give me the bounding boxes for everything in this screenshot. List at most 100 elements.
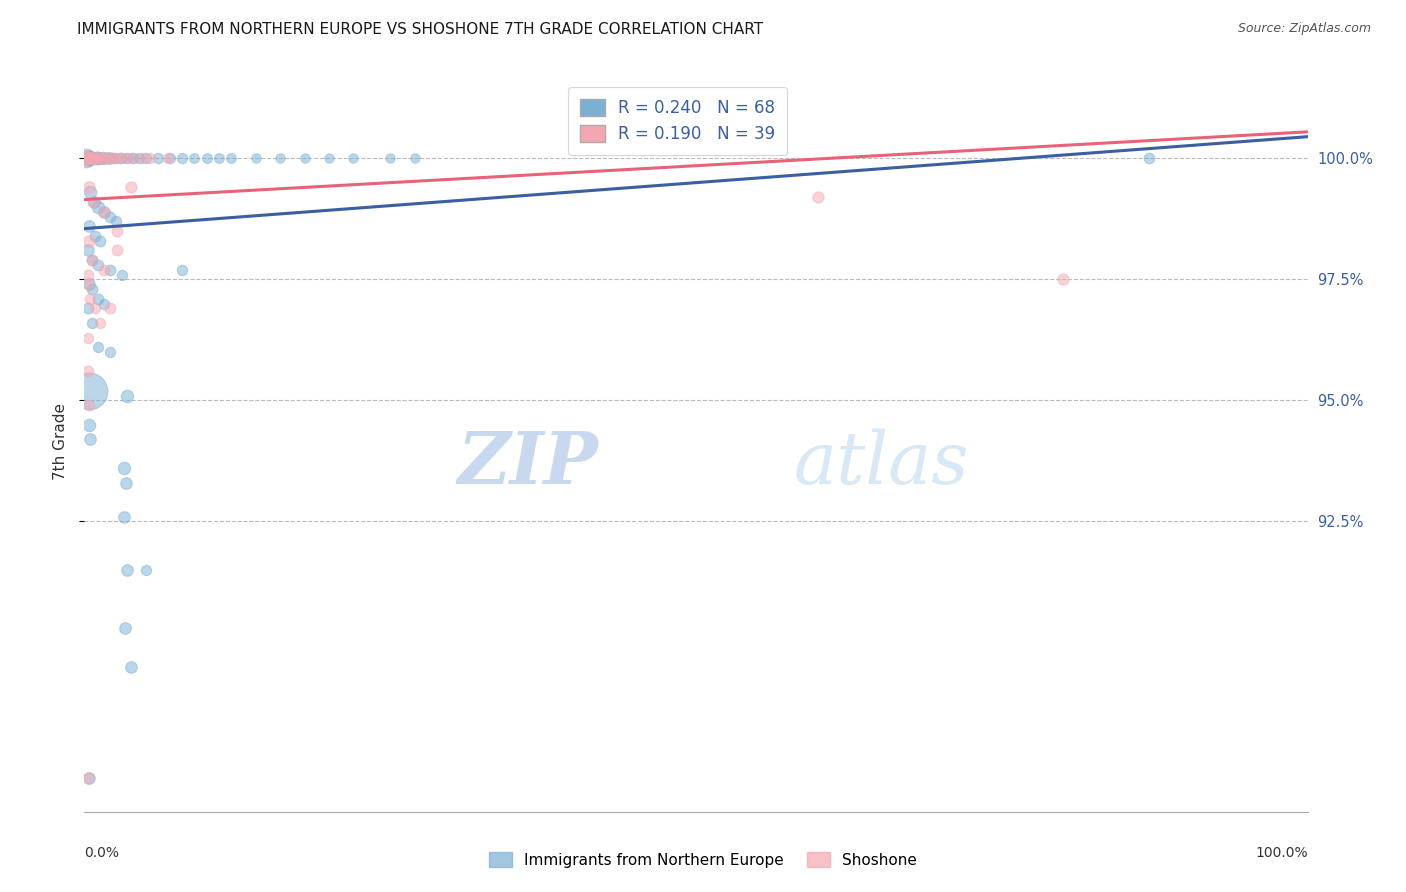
Point	[80, 253, 103, 268]
Point	[105, 214, 128, 228]
Point	[115, 475, 138, 490]
Point	[110, 152, 132, 166]
Point	[294, 152, 316, 166]
Point	[139, 152, 162, 166]
Point	[183, 152, 205, 166]
Point	[80, 152, 103, 166]
Point	[342, 152, 364, 166]
Point	[75, 152, 97, 166]
Point	[105, 224, 128, 238]
Point	[86, 152, 108, 166]
Point	[807, 190, 830, 204]
Point	[87, 200, 110, 214]
Point	[97, 152, 120, 166]
Point	[86, 152, 108, 166]
Point	[404, 152, 426, 166]
Text: 0.0%: 0.0%	[84, 846, 120, 860]
Point	[76, 152, 98, 166]
Point	[80, 253, 103, 268]
Point	[172, 262, 194, 277]
Point	[89, 234, 111, 248]
Point	[98, 301, 121, 316]
Point	[89, 152, 111, 166]
Point	[105, 152, 128, 166]
Point	[318, 152, 340, 166]
Point	[108, 152, 131, 166]
Point	[98, 210, 121, 224]
Point	[159, 152, 181, 166]
Point	[82, 194, 104, 209]
Point	[79, 432, 101, 446]
Point	[93, 152, 115, 166]
Point	[112, 509, 135, 524]
Point	[79, 292, 101, 306]
Point	[77, 152, 100, 166]
Point	[96, 152, 118, 166]
Point	[1052, 272, 1074, 286]
Point	[195, 152, 218, 166]
Point	[93, 262, 115, 277]
Point	[131, 152, 153, 166]
Point	[245, 152, 267, 166]
Point	[77, 417, 100, 432]
Point	[93, 296, 115, 310]
Point	[77, 771, 100, 785]
Point	[121, 152, 143, 166]
Point	[101, 152, 124, 166]
Point	[77, 268, 100, 282]
Legend: R = 0.240   N = 68, R = 0.190   N = 39: R = 0.240 N = 68, R = 0.190 N = 39	[568, 87, 787, 155]
Text: IMMIGRANTS FROM NORTHERN EUROPE VS SHOSHONE 7TH GRADE CORRELATION CHART: IMMIGRANTS FROM NORTHERN EUROPE VS SHOSH…	[77, 22, 763, 37]
Point	[77, 219, 100, 234]
Point	[84, 301, 107, 316]
Point	[84, 228, 107, 243]
Point	[77, 244, 100, 258]
Point	[208, 152, 231, 166]
Point	[104, 152, 127, 166]
Point	[77, 277, 100, 292]
Y-axis label: 7th Grade: 7th Grade	[52, 403, 67, 480]
Point	[115, 152, 138, 166]
Point	[77, 234, 100, 248]
Point	[115, 563, 138, 577]
Point	[77, 364, 100, 378]
Point	[82, 152, 104, 166]
Legend: Immigrants from Northern Europe, Shoshone: Immigrants from Northern Europe, Shoshon…	[484, 846, 922, 873]
Point	[97, 152, 120, 166]
Point	[79, 186, 101, 200]
Point	[87, 152, 110, 166]
Point	[122, 152, 145, 166]
Point	[77, 330, 100, 344]
Point	[105, 244, 128, 258]
Point	[135, 563, 157, 577]
Point	[135, 152, 157, 166]
Point	[91, 152, 114, 166]
Point	[80, 316, 103, 330]
Point	[75, 152, 97, 166]
Point	[87, 258, 110, 272]
Point	[1137, 152, 1160, 166]
Point	[98, 262, 121, 277]
Point	[87, 340, 110, 354]
Point	[115, 388, 138, 402]
Point	[77, 398, 100, 412]
Point	[114, 621, 136, 635]
Point	[77, 180, 100, 194]
Point	[87, 292, 110, 306]
Point	[269, 152, 291, 166]
Point	[77, 771, 100, 785]
Point	[172, 152, 194, 166]
Point	[111, 268, 134, 282]
Point	[83, 194, 105, 209]
Point	[146, 152, 169, 166]
Point	[128, 152, 150, 166]
Point	[77, 277, 100, 292]
Point	[80, 282, 103, 296]
Text: ZIP: ZIP	[457, 428, 598, 500]
Point	[89, 316, 111, 330]
Point	[120, 180, 142, 194]
Point	[77, 152, 100, 166]
Point	[77, 301, 100, 316]
Point	[112, 461, 135, 475]
Point	[156, 152, 179, 166]
Point	[219, 152, 242, 166]
